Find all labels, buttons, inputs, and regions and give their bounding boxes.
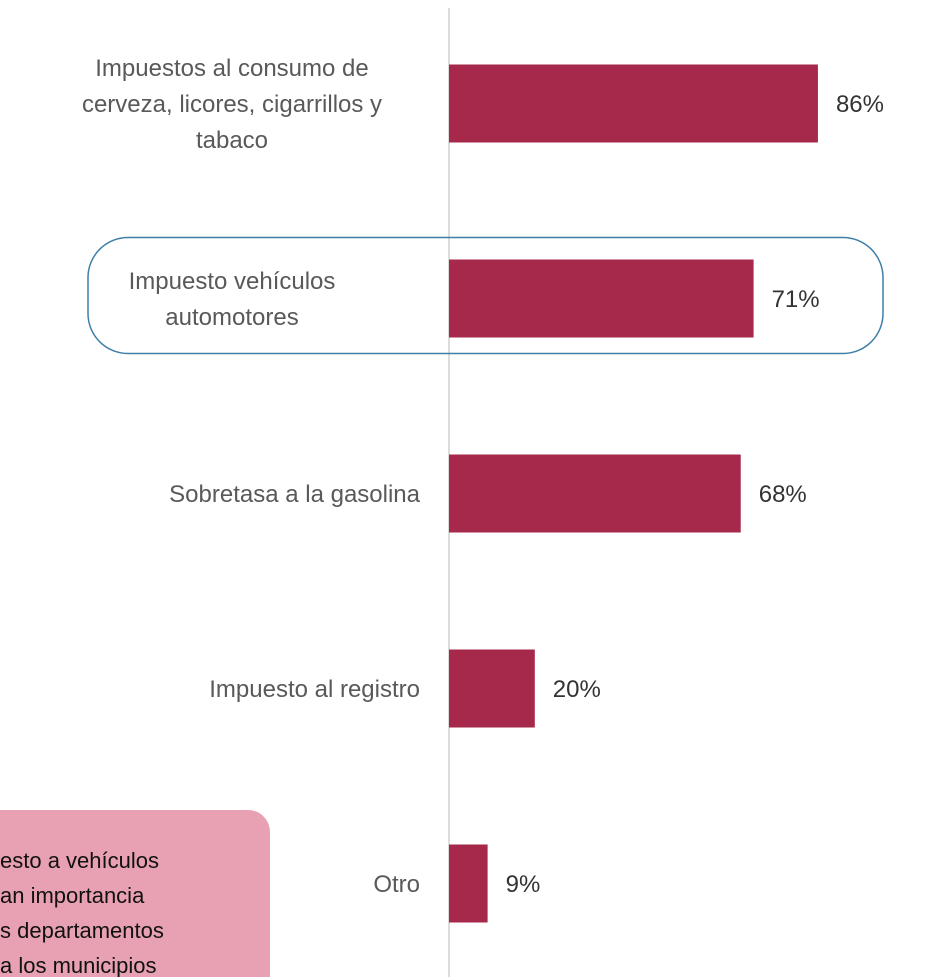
annotation-text: esto a vehículos bbox=[0, 848, 159, 873]
category-label: Impuestos al consumo de bbox=[95, 55, 368, 82]
bar bbox=[449, 649, 535, 728]
value-label: 86% bbox=[836, 91, 884, 118]
bar bbox=[449, 844, 488, 923]
bar bbox=[449, 259, 754, 338]
category-label: Otro bbox=[373, 871, 420, 898]
annotation-box bbox=[0, 810, 270, 977]
value-label: 68% bbox=[759, 481, 807, 508]
category-label: tabaco bbox=[196, 127, 268, 154]
bar bbox=[449, 64, 818, 143]
value-label: 20% bbox=[553, 676, 601, 703]
annotation-text: a los municipios bbox=[0, 953, 157, 977]
category-label: Impuesto vehículos bbox=[129, 268, 336, 295]
category-label: automotores bbox=[165, 304, 298, 331]
annotation-text: an importancia bbox=[0, 883, 145, 908]
value-label: 9% bbox=[506, 871, 541, 898]
value-label: 71% bbox=[772, 286, 820, 313]
category-label: Impuesto al registro bbox=[209, 676, 420, 703]
highlight-outline bbox=[87, 236, 884, 355]
bar bbox=[449, 454, 741, 533]
category-label: cerveza, licores, cigarrillos y bbox=[82, 91, 382, 118]
category-label: Sobretasa a la gasolina bbox=[169, 481, 420, 508]
annotation-text: s departamentos bbox=[0, 918, 164, 943]
